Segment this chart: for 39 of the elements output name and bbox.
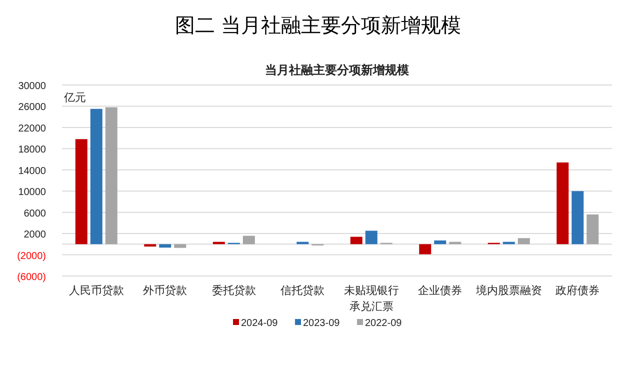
y-tick-label: 10000	[18, 187, 46, 198]
bar	[434, 240, 446, 244]
legend-label: 2023-09	[303, 318, 340, 329]
y-tick-label: 2000	[24, 230, 46, 241]
bar	[419, 244, 432, 254]
bar	[556, 162, 569, 244]
bar	[144, 244, 156, 247]
y-tick-label: 22000	[18, 123, 46, 134]
x-tick-label: 委托贷款	[212, 284, 256, 297]
bar	[518, 238, 530, 244]
x-tick-label: 政府债券	[556, 284, 600, 297]
x-tick-label: 人民币贷款	[68, 284, 124, 297]
bar	[159, 244, 172, 248]
y-tick-label: 30000	[18, 81, 46, 92]
y-axis-title: 亿元	[63, 92, 86, 104]
x-tick-label: 未贴现银行承兑汇票	[344, 284, 399, 313]
x-tick-label: 境内股票融资	[474, 284, 542, 297]
bar	[174, 244, 186, 248]
chart-title: 图二 当月社融主要分项新增规模	[174, 13, 462, 37]
y-tick-label: 26000	[18, 102, 46, 114]
bar	[75, 139, 88, 244]
x-tick-label: 外币贷款	[143, 284, 188, 297]
chart-subtitle: 当月社融主要分项新增规模	[265, 63, 409, 77]
y-tick-label: (6000)	[17, 272, 46, 283]
legend-label: 2022-09	[365, 318, 402, 329]
y-tick-label: (2000)	[17, 250, 46, 262]
bar	[350, 236, 362, 244]
y-tick-label: 6000	[24, 208, 46, 220]
bar	[572, 191, 584, 244]
bar	[105, 107, 118, 244]
y-tick-label: 14000	[18, 166, 46, 177]
bar	[90, 108, 102, 244]
x-tick-label: 信托贷款	[280, 284, 325, 297]
x-tick-label: 企业债券	[418, 284, 462, 297]
bar	[365, 230, 378, 244]
legend-label: 2024-09	[241, 318, 278, 329]
bar	[586, 214, 599, 244]
bar	[242, 236, 255, 244]
y-tick-label: 18000	[18, 144, 46, 156]
